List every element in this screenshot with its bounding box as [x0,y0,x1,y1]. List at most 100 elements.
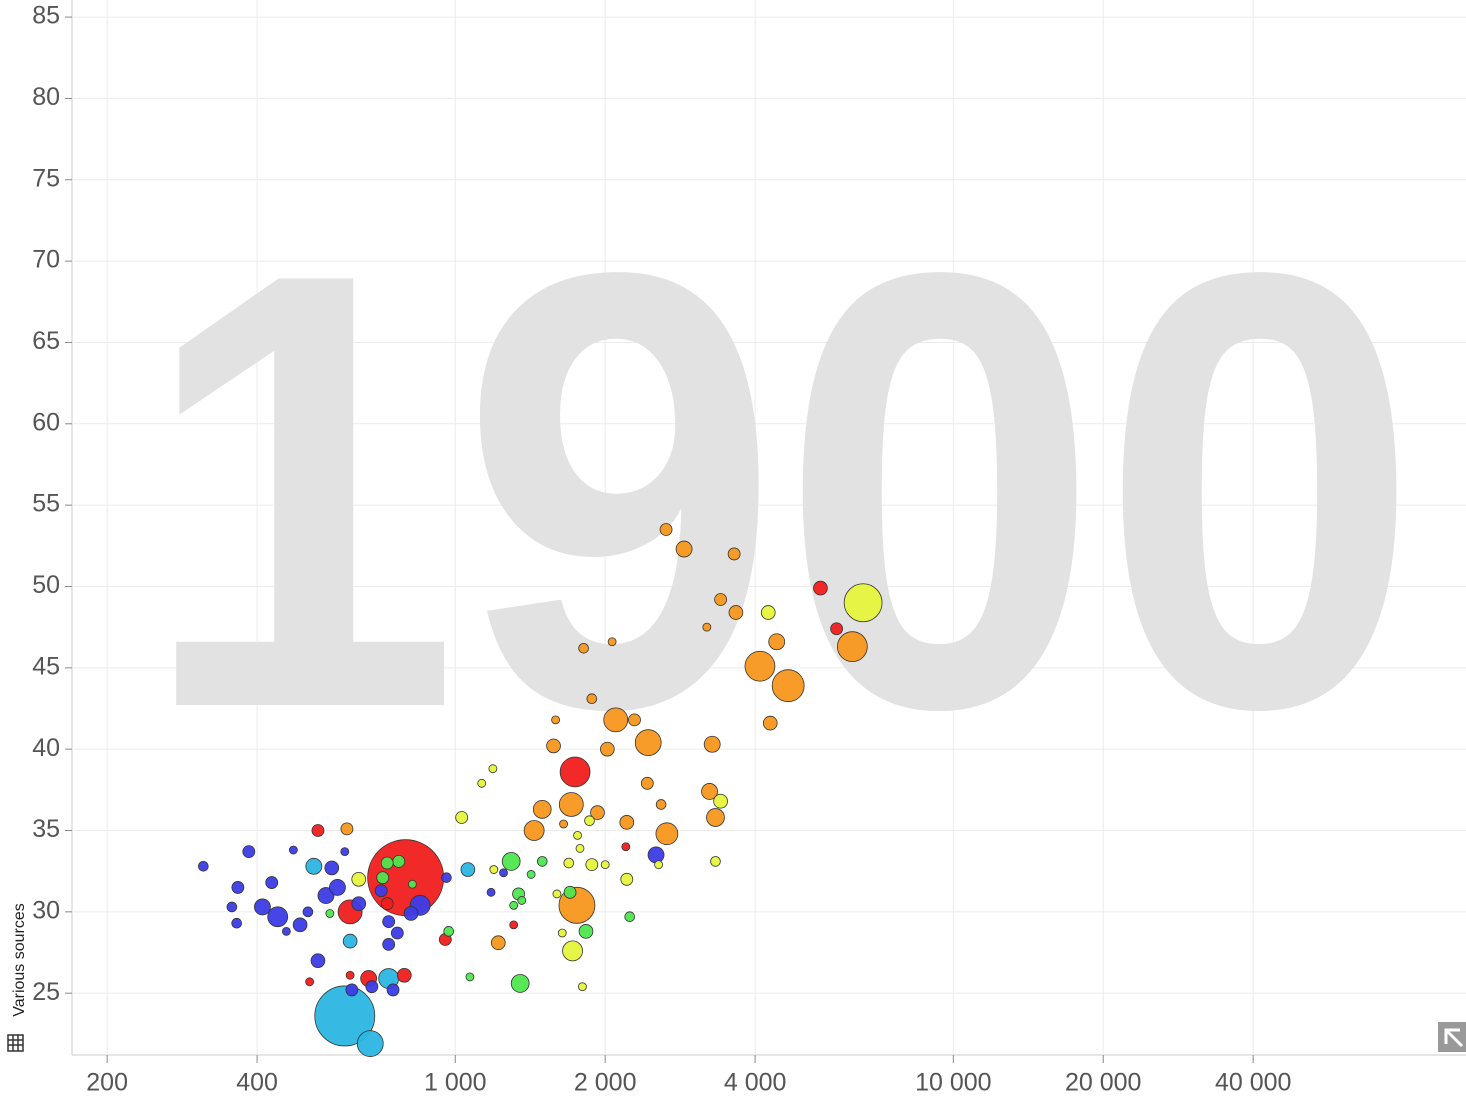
bubble [675,540,693,558]
bubble [392,855,406,868]
bubble [713,793,728,809]
x-tick-label: 40 000 [1215,1069,1291,1097]
bubble [727,547,741,561]
bubble [768,633,786,651]
bubble [659,523,673,536]
bubble [382,937,396,951]
bubble [356,1030,384,1057]
bubble [762,715,778,731]
bubble [563,857,575,869]
bubble [345,970,355,980]
bubble [813,580,828,596]
bubble [701,783,718,800]
bubble [600,860,610,870]
bubble [342,933,358,949]
x-tick-label: 20 000 [1065,1069,1141,1097]
bubble [365,980,379,994]
bubble [517,896,527,905]
bubble [562,940,583,962]
source-label[interactable]: Various sources [11,903,28,1017]
bubble [703,735,721,753]
bubble [351,871,367,887]
bubble [728,605,744,620]
bubble [573,830,582,840]
bubble [292,917,308,933]
bubble [314,985,376,1047]
y-tick-label: 25 [32,978,60,1006]
bubble [302,906,314,918]
bubble [536,856,548,867]
bubble [311,824,325,837]
bubble [455,811,469,824]
bubble [654,860,663,870]
bubble [490,935,506,951]
x-tick-label: 10 000 [915,1069,991,1097]
bubble [499,868,508,878]
bubble [390,926,404,940]
bubble [403,906,419,921]
x-tick-label: 400 [236,1069,278,1097]
bubble [744,650,776,682]
bubble [532,800,552,819]
y-tick-label: 80 [32,83,60,111]
bubble [655,822,679,846]
bubble [265,876,279,889]
y-tick-label: 65 [32,327,60,355]
bubble [760,605,776,620]
bubble [578,924,594,939]
bubble [226,901,238,913]
bubble [563,885,577,899]
bubble [486,887,496,897]
bubble [586,693,598,705]
y-tick-label: 60 [32,408,60,436]
bubble [843,583,883,623]
bubble [465,972,475,982]
bubble [771,669,805,703]
bubble [396,967,412,983]
bubble [380,856,394,870]
bubble [441,872,452,883]
bubble [374,884,388,898]
bubble [526,870,536,879]
x-tick-label: 2 000 [574,1069,637,1097]
y-tick-label: 70 [32,246,60,274]
x-tick-label: 200 [86,1069,128,1097]
y-tick-label: 35 [32,815,60,843]
bubble [509,900,519,910]
bubble [501,852,521,871]
bubble [575,843,585,853]
bubble [578,982,587,992]
bubble [477,778,487,788]
bubble [443,926,454,937]
bubble [590,805,605,820]
bubble [345,983,359,997]
bubble [231,881,245,894]
bubble [557,928,567,938]
bubble [407,879,417,889]
bubble [619,815,635,830]
bubble [254,898,271,916]
x-tick-label: 4 000 [724,1069,787,1097]
bubble [509,920,519,930]
bubble [510,974,530,993]
bubble [559,756,591,788]
table-icon[interactable] [7,1034,24,1052]
bubble [830,622,844,636]
y-tick-label: 55 [32,490,60,518]
bubble [655,799,667,810]
bubble [267,906,289,928]
bubble [620,872,634,886]
bubble [603,707,629,733]
bubble [305,857,323,875]
y-tick-label: 40 [32,734,60,762]
bubble [305,977,315,987]
expand-button[interactable] [1438,1022,1466,1052]
bubble [706,808,725,827]
bubble [607,637,617,647]
bubble [288,845,298,855]
bubble [242,845,256,859]
bubble [559,819,568,829]
bubble [489,865,499,874]
bubble [460,862,476,877]
